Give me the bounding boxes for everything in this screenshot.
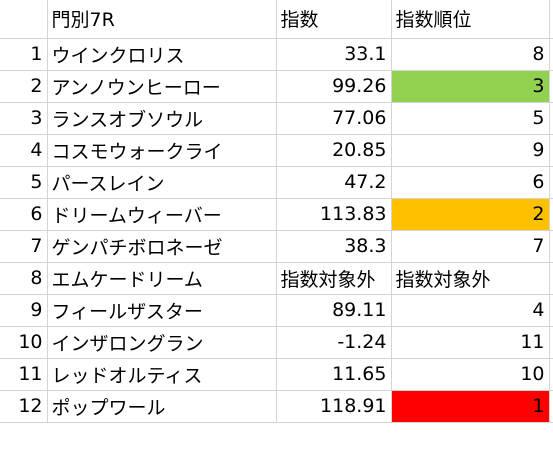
index-header-cell[interactable]: 指数 xyxy=(276,0,392,39)
index-value-cell[interactable]: 指数対象外 xyxy=(276,262,392,295)
row-number-cell[interactable]: 7 xyxy=(0,230,48,263)
next-column-edge[interactable] xyxy=(549,262,553,295)
rank-value-cell[interactable]: 5 xyxy=(391,102,550,135)
rank-value-cell[interactable]: 1 xyxy=(391,390,550,423)
horse-name-cell[interactable]: コスモウォークライ xyxy=(47,134,277,167)
table-row: 2 アンノウンヒーロー 99.26 3 xyxy=(0,70,553,103)
table-row: 7 ゲンパチボロネーゼ 38.3 7 xyxy=(0,230,553,263)
row-number-cell[interactable]: 3 xyxy=(0,102,48,135)
next-column-edge[interactable] xyxy=(549,102,553,135)
row-number-cell[interactable]: 10 xyxy=(0,326,48,359)
table-row: 3 ランスオブソウル 77.06 5 xyxy=(0,102,553,135)
horse-name-cell[interactable]: ゲンパチボロネーゼ xyxy=(47,230,277,263)
horse-name-cell[interactable]: エムケードリーム xyxy=(47,262,277,295)
row-number-cell[interactable]: 12 xyxy=(0,390,48,423)
table-row: 9 フィールザスター 89.11 4 xyxy=(0,294,553,327)
horse-name-cell[interactable]: ポップワール xyxy=(47,390,277,423)
index-value-cell[interactable]: 118.91 xyxy=(276,390,392,423)
row-number-cell[interactable]: 8 xyxy=(0,262,48,295)
row-number-cell[interactable]: 11 xyxy=(0,358,48,391)
next-column-edge[interactable] xyxy=(549,390,553,423)
index-value-cell[interactable]: -1.24 xyxy=(276,326,392,359)
rank-value-cell[interactable]: 11 xyxy=(391,326,550,359)
horse-name-cell[interactable]: パースレイン xyxy=(47,166,277,199)
rank-value-cell[interactable]: 8 xyxy=(391,38,550,71)
row-number-cell[interactable]: 6 xyxy=(0,198,48,231)
horse-name-cell[interactable]: アンノウンヒーロー xyxy=(47,70,277,103)
header-corner-cell[interactable] xyxy=(0,0,48,39)
table-row: 12 ポップワール 118.91 1 xyxy=(0,390,553,423)
table-row: 8 エムケードリーム 指数対象外 指数対象外 xyxy=(0,262,553,295)
horse-name-cell[interactable]: フィールザスター xyxy=(47,294,277,327)
spreadsheet-grid: 門別7R 指数 指数順位 1 ウインクロリス 33.1 8 2 アンノウンヒーロー 99.2… xyxy=(0,0,553,423)
sheet-body: 門別7R 指数 指数順位 1 ウインクロリス 33.1 8 2 アンノウンヒーロー 99.2… xyxy=(0,0,553,423)
index-value-cell[interactable]: 38.3 xyxy=(276,230,392,263)
horse-name-cell[interactable]: レッドオルティス xyxy=(47,358,277,391)
table-row: 4 コスモウォークライ 20.85 9 xyxy=(0,134,553,167)
index-value-cell[interactable]: 77.06 xyxy=(276,102,392,135)
row-number-cell[interactable]: 4 xyxy=(0,134,48,167)
row-number-cell[interactable]: 5 xyxy=(0,166,48,199)
index-value-cell[interactable]: 11.65 xyxy=(276,358,392,391)
next-column-edge[interactable] xyxy=(549,198,553,231)
table-row: 6 ドリームウィーバー 113.83 2 xyxy=(0,198,553,231)
index-value-cell[interactable]: 99.26 xyxy=(276,70,392,103)
horse-name-cell[interactable]: ランスオブソウル xyxy=(47,102,277,135)
rank-value-cell[interactable]: 9 xyxy=(391,134,550,167)
row-number-cell[interactable]: 2 xyxy=(0,70,48,103)
horse-name-cell[interactable]: ドリームウィーバー xyxy=(47,198,277,231)
next-column-edge[interactable] xyxy=(549,230,553,263)
rank-value-cell[interactable]: 2 xyxy=(391,198,550,231)
row-number-cell[interactable]: 9 xyxy=(0,294,48,327)
next-column-edge[interactable] xyxy=(549,326,553,359)
index-value-cell[interactable]: 47.2 xyxy=(276,166,392,199)
table-row: 1 ウインクロリス 33.1 8 xyxy=(0,38,553,71)
rank-value-cell[interactable]: 7 xyxy=(391,230,550,263)
next-column-edge[interactable] xyxy=(549,166,553,199)
table-row: 5 パースレイン 47.2 6 xyxy=(0,166,553,199)
index-value-cell[interactable]: 20.85 xyxy=(276,134,392,167)
next-column-edge[interactable] xyxy=(549,0,553,39)
next-column-edge[interactable] xyxy=(549,134,553,167)
table-row: 10 インザロングラン -1.24 11 xyxy=(0,326,553,359)
row-number-cell[interactable]: 1 xyxy=(0,38,48,71)
index-value-cell[interactable]: 33.1 xyxy=(276,38,392,71)
table-row: 11 レッドオルティス 11.65 10 xyxy=(0,358,553,391)
header-row: 門別7R 指数 指数順位 xyxy=(0,0,553,39)
rank-value-cell[interactable]: 指数対象外 xyxy=(391,262,550,295)
horse-name-cell[interactable]: ウインクロリス xyxy=(47,38,277,71)
index-value-cell[interactable]: 89.11 xyxy=(276,294,392,327)
rank-value-cell[interactable]: 3 xyxy=(391,70,550,103)
rank-value-cell[interactable]: 6 xyxy=(391,166,550,199)
rank-value-cell[interactable]: 4 xyxy=(391,294,550,327)
next-column-edge[interactable] xyxy=(549,70,553,103)
race-title-cell[interactable]: 門別7R xyxy=(47,0,277,39)
horse-name-cell[interactable]: インザロングラン xyxy=(47,326,277,359)
next-column-edge[interactable] xyxy=(549,358,553,391)
index-value-cell[interactable]: 113.83 xyxy=(276,198,392,231)
next-column-edge[interactable] xyxy=(549,38,553,71)
rank-value-cell[interactable]: 10 xyxy=(391,358,550,391)
next-column-edge[interactable] xyxy=(549,294,553,327)
rank-header-cell[interactable]: 指数順位 xyxy=(391,0,550,39)
